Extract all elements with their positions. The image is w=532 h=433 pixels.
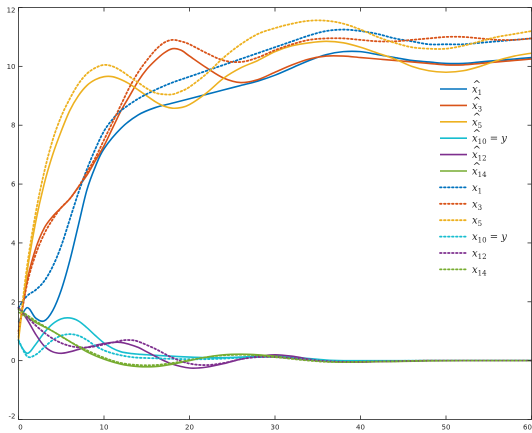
x-tick-label: 10	[100, 424, 109, 432]
series-line-x5	[17, 19, 532, 338]
legend-label: x10 = y	[472, 134, 507, 147]
y-tick-label: 6	[11, 181, 16, 189]
legend-label: x14	[472, 167, 487, 180]
x-tick-label: 20	[185, 424, 194, 432]
legend-label: x10 = y	[472, 232, 507, 245]
legend-label: x12	[472, 150, 487, 163]
y-tick-label: -2	[9, 413, 16, 421]
legend-hat: ^	[473, 161, 481, 172]
x-tick-label: 50	[442, 424, 451, 432]
plot-lines	[17, 19, 532, 369]
y-tick-label: 2	[11, 298, 15, 306]
legend-label: x14	[472, 265, 487, 278]
legend-label: x1	[472, 85, 482, 98]
y-tick-label: 10	[7, 63, 16, 71]
legend-label: x5	[472, 117, 482, 130]
series-line-x14	[17, 308, 532, 367]
legend-label: x3	[472, 101, 482, 114]
x-tick-label: 60	[523, 424, 532, 432]
y-tick-label: 0	[11, 357, 15, 365]
series-line-xhat1	[17, 50, 532, 323]
legend-label: x1	[472, 183, 482, 196]
legend-hat: ^	[473, 79, 481, 90]
series-line-xhat5	[17, 40, 532, 341]
legend-hat: ^	[473, 96, 481, 107]
series-line-x3	[17, 35, 532, 333]
y-tick-label: 8	[11, 122, 15, 130]
legend-label: x5	[472, 216, 482, 229]
legend-label: x3	[472, 199, 482, 212]
legend-hat: ^	[473, 129, 481, 140]
x-tick-label: 0	[18, 424, 22, 432]
x-tick-label: 30	[271, 424, 280, 432]
y-tick-label: 12	[7, 7, 16, 15]
series-line-x1	[17, 28, 532, 309]
legend-hat: ^	[473, 112, 481, 123]
x-tick-label: 40	[356, 424, 365, 432]
legend-label: x12	[472, 249, 487, 262]
y-tick-label: 4	[11, 239, 16, 247]
legend-hat: ^	[473, 145, 481, 156]
